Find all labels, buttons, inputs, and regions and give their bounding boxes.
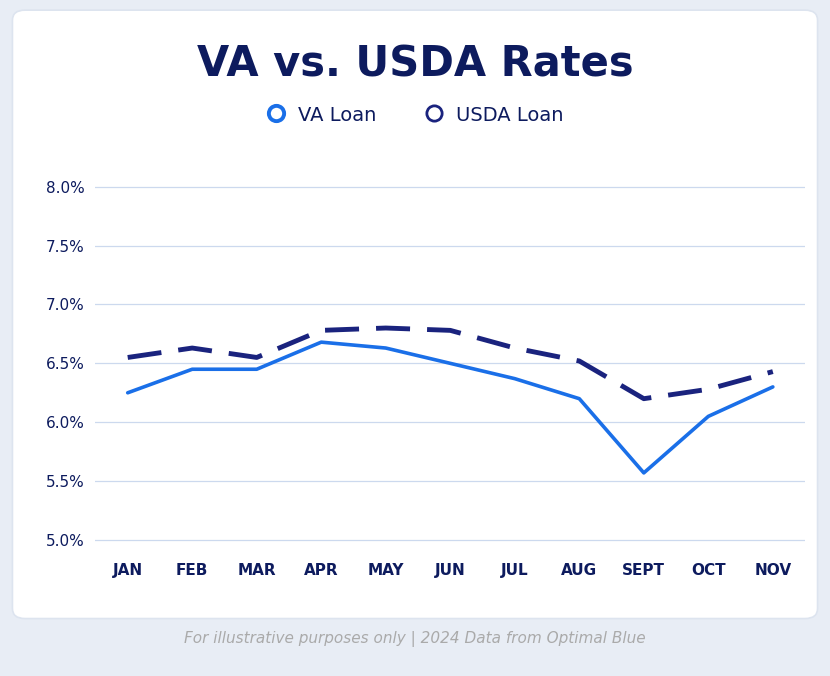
- Legend: VA Loan, USDA Loan: VA Loan, USDA Loan: [266, 105, 564, 125]
- Text: VA vs. USDA Rates: VA vs. USDA Rates: [197, 43, 633, 85]
- FancyBboxPatch shape: [12, 10, 818, 619]
- Text: For illustrative purposes only | 2024 Data from Optimal Blue: For illustrative purposes only | 2024 Da…: [184, 631, 646, 647]
